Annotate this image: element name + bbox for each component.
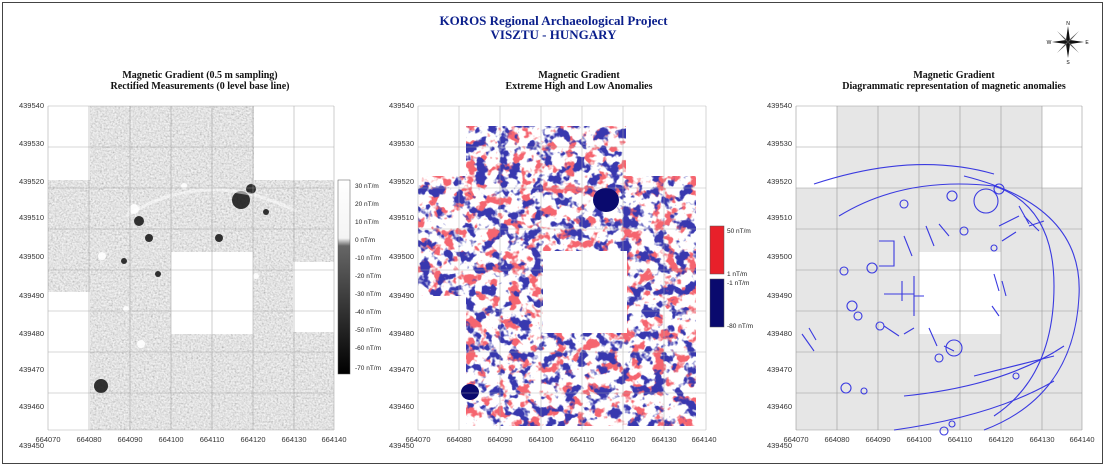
p2-ytick-439500: 439500 (389, 252, 414, 261)
p2-xtick-664100: 664100 (528, 435, 553, 444)
p1-ytick-439500: 439500 (19, 252, 44, 261)
panel1-title-line1: Magnetic Gradient (0.5 m sampling) (122, 70, 278, 81)
p2-legend-50: 50 nT/m (727, 228, 751, 235)
p3-xtick-664120: 664120 (988, 435, 1013, 444)
p2-xtick-664120: 664120 (610, 435, 635, 444)
p2-ytick-439490: 439490 (389, 291, 414, 300)
compass-rose-icon: N S W E (1047, 21, 1090, 64)
p1-legend-m30: -30 nT/m (355, 291, 381, 298)
p1-legend-20: 20 nT/m (355, 201, 379, 208)
p2-ytick-439530: 439530 (389, 139, 414, 148)
p1-ytick-439520: 439520 (19, 177, 44, 186)
p2-ytick-439540: 439540 (389, 101, 414, 110)
p1-legend-m40: -40 nT/m (355, 309, 381, 316)
p1-ytick-439540: 439540 (19, 101, 44, 110)
panel1-map: 439540 439530 439520 439510 439500 43949… (19, 101, 381, 450)
p3-anomaly-circles (839, 183, 1020, 436)
p3-ytick-439470: 439470 (767, 365, 792, 374)
p1-ytick-439510: 439510 (19, 213, 44, 222)
p1-xtick-664130: 664130 (281, 435, 306, 444)
p1-legend-bar (337, 179, 351, 375)
panel2-title: Magnetic Gradient Extreme High and Low A… (419, 70, 739, 92)
p2-ytick-439520: 439520 (389, 177, 414, 186)
p1-legend-m70: -70 nT/m (355, 365, 381, 372)
p2-xtick-664090: 664090 (487, 435, 512, 444)
p3-xtick-664090: 664090 (865, 435, 890, 444)
p2-xtick-664080: 664080 (446, 435, 471, 444)
p1-legend-0: 0 nT/m (355, 237, 375, 244)
p1-xtick-664110: 664110 (200, 435, 224, 444)
project-title: KOROS Regional Archaeological Project (439, 13, 668, 28)
p2-xtick-664110: 664110 (570, 435, 594, 444)
panel3-map: 439540 439530 439520 439510 439500 43949… (767, 101, 1095, 450)
p3-ytick-439490: 439490 (767, 291, 792, 300)
p1-xtick-664100: 664100 (158, 435, 183, 444)
p2-legend-m80: -80 nT/m (727, 323, 753, 330)
panel3-title-line1: Magnetic Gradient (913, 70, 995, 81)
p2-ytick-439480: 439480 (389, 329, 414, 338)
p1-ytick-439480: 439480 (19, 329, 44, 338)
p3-xtick-664110: 664110 (948, 435, 972, 444)
p1-ytick-439470: 439470 (19, 365, 44, 374)
panel2-title-line1: Magnetic Gradient (538, 70, 620, 81)
panel1-title: Magnetic Gradient (0.5 m sampling) Recti… (40, 70, 360, 92)
p3-ytick-439500: 439500 (767, 252, 792, 261)
p1-legend-m20: -20 nT/m (355, 273, 381, 280)
p1-xtick-664070: 664070 (35, 435, 60, 444)
p2-legend-high (709, 225, 725, 275)
p2-ytick-439460: 439460 (389, 402, 414, 411)
compass-s: S (1066, 60, 1070, 64)
p3-ytick-439510: 439510 (767, 213, 792, 222)
p3-xtick-664080: 664080 (824, 435, 849, 444)
p3-xtick-664130: 664130 (1029, 435, 1054, 444)
p1-xtick-664090: 664090 (117, 435, 142, 444)
p1-xtick-664080: 664080 (76, 435, 101, 444)
p1-ytick-439490: 439490 (19, 291, 44, 300)
p3-ytick-439520: 439520 (767, 177, 792, 186)
p3-xtick-664140: 664140 (1069, 435, 1094, 444)
p3-xtick-664070: 664070 (783, 435, 808, 444)
p2-ytick-439510: 439510 (389, 213, 414, 222)
compass-e: E (1085, 40, 1089, 46)
p1-ytick-439450: 439450 (19, 441, 44, 450)
p2-xtick-664070: 664070 (405, 435, 430, 444)
p1-xtick-664140: 664140 (321, 435, 346, 444)
panel3-title-line2: Diagrammatic representation of magnetic … (842, 81, 1066, 92)
p2-xtick-664130: 664130 (651, 435, 676, 444)
p1-legend-m10: -10 nT/m (355, 255, 381, 262)
p2-ytick-439450: 439450 (389, 441, 414, 450)
p2-legend-low (709, 278, 725, 328)
panel3-title: Magnetic Gradient Diagrammatic represent… (794, 70, 1107, 92)
p1-legend-m50: -50 nT/m (355, 327, 381, 334)
panel2-title-line2: Extreme High and Low Anomalies (505, 81, 653, 92)
compass-n: N (1066, 21, 1070, 27)
p3-anomaly-lines (801, 164, 1080, 431)
p3-ytick-439460: 439460 (767, 402, 792, 411)
p1-legend-10: 10 nT/m (355, 219, 379, 226)
p3-xtick-664100: 664100 (906, 435, 931, 444)
p3-ytick-439530: 439530 (767, 139, 792, 148)
p3-ytick-439480: 439480 (767, 329, 792, 338)
compass-w: W (1047, 40, 1052, 46)
p1-ytick-439460: 439460 (19, 402, 44, 411)
p2-legend-1: 1 nT/m (727, 271, 747, 278)
p1-ytick-439530: 439530 (19, 139, 44, 148)
p1-xtick-664120: 664120 (240, 435, 265, 444)
p2-legend-m1: -1 nT/m (727, 280, 749, 287)
p1-legend-m60: -60 nT/m (355, 345, 381, 352)
p2-xtick-664140: 664140 (691, 435, 716, 444)
project-subtitle: VISZTU - HUNGARY (490, 27, 617, 42)
p3-ytick-439450: 439450 (767, 441, 792, 450)
p2-ytick-439470: 439470 (389, 365, 414, 374)
p1-legend-30: 30 nT/m (355, 183, 379, 190)
panel2-map: 439540 439530 439520 439510 439500 43949… (389, 101, 753, 450)
p3-ytick-439540: 439540 (767, 101, 792, 110)
panel1-title-line2: Rectified Measurements (0 level base lin… (110, 81, 290, 92)
